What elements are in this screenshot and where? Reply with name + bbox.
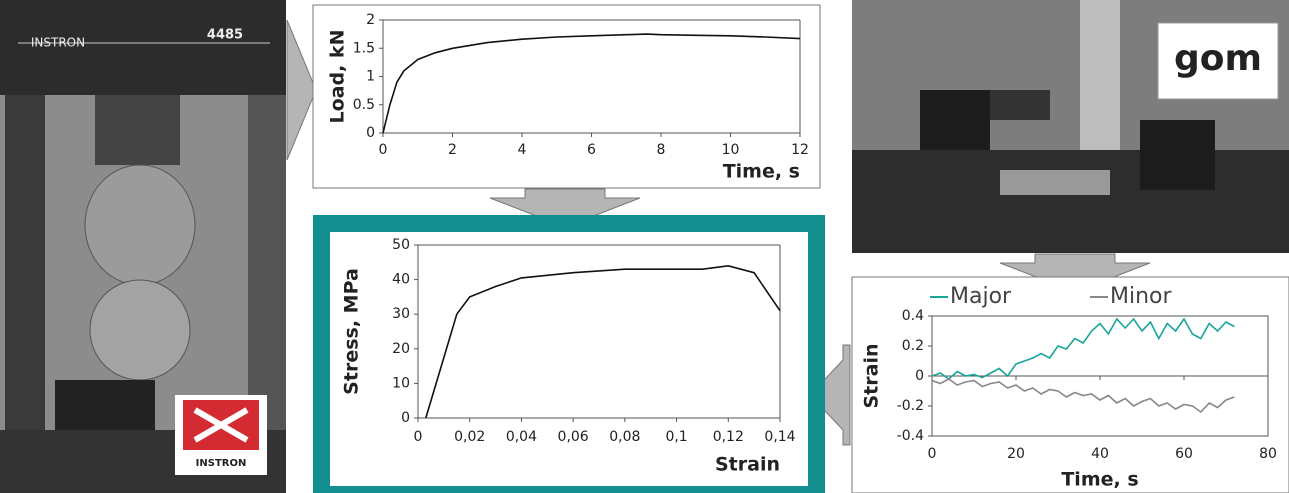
y-tick-label: 2 <box>366 12 375 28</box>
y-tick-label: 20 <box>392 341 410 357</box>
y-tick-label: 1 <box>366 69 375 85</box>
y-tick-label: -0.2 <box>897 398 924 414</box>
y-tick-label: 50 <box>392 237 410 253</box>
y-axis-label: Load, kN <box>327 30 349 124</box>
gom-photo: gom <box>852 0 1289 253</box>
instron-photo: INSTRON 4485 INSTRON <box>0 0 286 493</box>
logo-text: INSTRON <box>196 458 247 469</box>
x-tick-label: 80 <box>1259 446 1277 462</box>
x-tick-label: 12 <box>791 142 809 158</box>
x-tick-label: 0 <box>928 446 937 462</box>
y-tick-label: -0.4 <box>897 428 924 444</box>
x-tick-label: 20 <box>1007 446 1025 462</box>
legend-label: Minor <box>1110 284 1172 309</box>
x-tick-label: 10 <box>722 142 740 158</box>
x-tick-label: 4 <box>518 142 527 158</box>
figure: INSTRON 4485 INSTRON gom 00.511.52024681… <box>0 0 1289 493</box>
y-axis-label: Stress, MPa <box>341 268 363 395</box>
canvas: INSTRON 4485 INSTRON gom 00.511.52024681… <box>0 0 1289 493</box>
x-axis-label: Time, s <box>1061 469 1138 491</box>
y-axis-label: Strain <box>861 344 883 409</box>
y-tick-label: 10 <box>392 375 410 391</box>
y-tick-label: 1.5 <box>353 40 375 56</box>
logo-text: gom <box>1174 38 1262 79</box>
y-tick-label: 0.2 <box>902 338 924 354</box>
legend-label: Major <box>950 284 1012 309</box>
photo-text: INSTRON <box>31 36 85 50</box>
x-axis-label: Time, s <box>723 161 800 183</box>
x-tick-label: 0,12 <box>713 429 744 445</box>
y-tick-label: 0 <box>401 410 410 426</box>
chart-panel <box>330 232 808 486</box>
x-tick-label: 0 <box>379 142 388 158</box>
y-tick-label: 0 <box>366 125 375 141</box>
x-tick-label: 2 <box>448 142 457 158</box>
y-tick-label: 30 <box>392 306 410 322</box>
y-tick-label: 0 <box>915 368 924 384</box>
y-tick-label: 0.4 <box>902 308 924 324</box>
x-axis-label: Strain <box>715 454 780 476</box>
x-tick-label: 40 <box>1091 446 1109 462</box>
x-tick-label: 6 <box>587 142 596 158</box>
x-tick-label: 0,04 <box>506 429 537 445</box>
x-tick-label: 0,06 <box>558 429 589 445</box>
arrow <box>287 20 316 160</box>
y-tick-label: 40 <box>392 272 410 288</box>
x-tick-label: 0,08 <box>609 429 640 445</box>
x-tick-label: 0,14 <box>764 429 795 445</box>
x-tick-label: 8 <box>657 142 666 158</box>
x-tick-label: 60 <box>1175 446 1193 462</box>
photo-text: 4485 <box>207 28 243 43</box>
x-tick-label: 0 <box>414 429 423 445</box>
x-tick-label: 0,1 <box>665 429 687 445</box>
x-tick-label: 0,02 <box>454 429 485 445</box>
y-tick-label: 0.5 <box>353 97 375 113</box>
